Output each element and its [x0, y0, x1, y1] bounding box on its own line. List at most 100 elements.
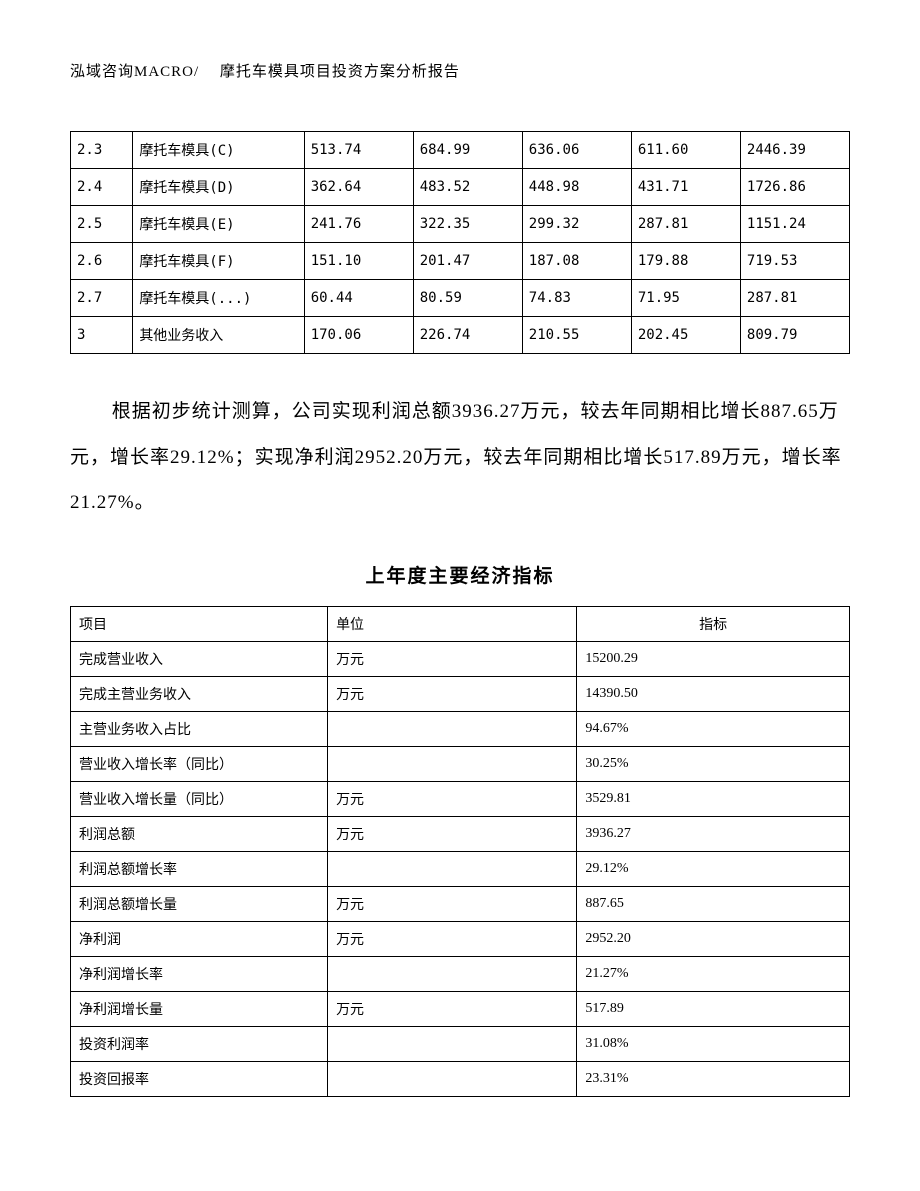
table-cell: 210.55	[522, 317, 631, 354]
table-cell: 主营业务收入占比	[71, 711, 328, 746]
table-cell: 万元	[328, 676, 577, 711]
table-cell: 201.47	[413, 243, 522, 280]
page-header: 泓域咨询MACRO/ 摩托车模具项目投资方案分析报告	[70, 60, 850, 81]
table-cell: 60.44	[304, 280, 413, 317]
table-cell	[328, 851, 577, 886]
table-cell: 483.52	[413, 169, 522, 206]
table-cell: 投资利润率	[71, 1026, 328, 1061]
table-cell: 71.95	[631, 280, 740, 317]
table-cell: 2446.39	[740, 132, 849, 169]
table-cell: 1151.24	[740, 206, 849, 243]
table-cell: 287.81	[740, 280, 849, 317]
header-indicator: 指标	[577, 606, 850, 641]
table-cell: 226.74	[413, 317, 522, 354]
table-cell	[328, 746, 577, 781]
table-cell: 2.3	[71, 132, 133, 169]
table-cell: 万元	[328, 641, 577, 676]
table-row: 3其他业务收入170.06226.74210.55202.45809.79	[71, 317, 850, 354]
table-cell: 3936.27	[577, 816, 850, 851]
table-cell	[328, 1061, 577, 1096]
table-cell: 170.06	[304, 317, 413, 354]
table-cell: 287.81	[631, 206, 740, 243]
table-row: 营业收入增长量（同比）万元3529.81	[71, 781, 850, 816]
table-row: 利润总额增长率29.12%	[71, 851, 850, 886]
table-cell: 利润总额增长率	[71, 851, 328, 886]
table-cell: 万元	[328, 816, 577, 851]
table-cell: 513.74	[304, 132, 413, 169]
table-cell: 241.76	[304, 206, 413, 243]
table-cell: 94.67%	[577, 711, 850, 746]
table-cell: 31.08%	[577, 1026, 850, 1061]
table-row: 净利润增长率 21.27%	[71, 956, 850, 991]
table-row: 2.6摩托车模具(F)151.10201.47187.08179.88719.5…	[71, 243, 850, 280]
section-title: 上年度主要经济指标	[70, 561, 850, 588]
table-cell: 299.32	[522, 206, 631, 243]
table-row: 2.7摩托车模具(...)60.4480.5974.8371.95287.81	[71, 280, 850, 317]
table-cell: 74.83	[522, 280, 631, 317]
table-row: 净利润增长量万元517.89	[71, 991, 850, 1026]
table-cell: 万元	[328, 991, 577, 1026]
table-cell: 利润总额增长量	[71, 886, 328, 921]
summary-paragraph: 根据初步统计测算，公司实现利润总额3936.27万元，较去年同期相比增长887.…	[70, 389, 850, 526]
table-row: 完成营业收入万元15200.29	[71, 641, 850, 676]
table-cell: 完成主营业务收入	[71, 676, 328, 711]
table-cell: 30.25%	[577, 746, 850, 781]
table-cell: 摩托车模具(F)	[133, 243, 304, 280]
economic-indicators-table: 项目 单位 指标 完成营业收入万元15200.29完成主营业务收入万元14390…	[70, 606, 850, 1097]
table-cell: 322.35	[413, 206, 522, 243]
table-cell: 887.65	[577, 886, 850, 921]
table-cell: 2.4	[71, 169, 133, 206]
table-cell: 2.5	[71, 206, 133, 243]
revenue-breakdown-table: 2.3摩托车模具(C)513.74684.99636.06611.602446.…	[70, 131, 850, 354]
header-unit: 单位	[328, 606, 577, 641]
table-cell: 448.98	[522, 169, 631, 206]
table-cell: 21.27%	[577, 956, 850, 991]
table-cell: 14390.50	[577, 676, 850, 711]
table-cell: 719.53	[740, 243, 849, 280]
table-cell: 1726.86	[740, 169, 849, 206]
table-cell: 净利润增长量	[71, 991, 328, 1026]
table-cell: 完成营业收入	[71, 641, 328, 676]
table-row: 2.5摩托车模具(E)241.76322.35299.32287.811151.…	[71, 206, 850, 243]
table-cell: 营业收入增长率（同比）	[71, 746, 328, 781]
table-row: 利润总额增长量万元887.65	[71, 886, 850, 921]
table-cell: 202.45	[631, 317, 740, 354]
table-cell: 636.06	[522, 132, 631, 169]
table-cell: 2952.20	[577, 921, 850, 956]
table-header-row: 项目 单位 指标	[71, 606, 850, 641]
table-cell: 179.88	[631, 243, 740, 280]
table-row: 净利润万元2952.20	[71, 921, 850, 956]
table-cell: 3	[71, 317, 133, 354]
table-row: 营业收入增长率（同比） 30.25%	[71, 746, 850, 781]
table-cell: 投资回报率	[71, 1061, 328, 1096]
header-project: 项目	[71, 606, 328, 641]
table-cell: 万元	[328, 781, 577, 816]
table-cell: 营业收入增长量（同比）	[71, 781, 328, 816]
table-cell: 611.60	[631, 132, 740, 169]
table-cell: 23.31%	[577, 1061, 850, 1096]
table-row: 投资利润率 31.08%	[71, 1026, 850, 1061]
table-row: 完成主营业务收入万元14390.50	[71, 676, 850, 711]
table-row: 投资回报率 23.31%	[71, 1061, 850, 1096]
table-cell: 151.10	[304, 243, 413, 280]
table-cell: 2.7	[71, 280, 133, 317]
table-cell: 摩托车模具(D)	[133, 169, 304, 206]
table-cell: 2.6	[71, 243, 133, 280]
table-row: 2.3摩托车模具(C)513.74684.99636.06611.602446.…	[71, 132, 850, 169]
table-cell: 万元	[328, 921, 577, 956]
table-cell: 362.64	[304, 169, 413, 206]
table-cell: 517.89	[577, 991, 850, 1026]
table-row: 主营业务收入占比 94.67%	[71, 711, 850, 746]
table-cell: 万元	[328, 886, 577, 921]
table-cell	[328, 956, 577, 991]
table-cell: 15200.29	[577, 641, 850, 676]
table-cell: 净利润	[71, 921, 328, 956]
table-cell: 80.59	[413, 280, 522, 317]
table-cell: 净利润增长率	[71, 956, 328, 991]
table-cell: 431.71	[631, 169, 740, 206]
table-cell: 187.08	[522, 243, 631, 280]
table-cell	[328, 711, 577, 746]
table-cell: 3529.81	[577, 781, 850, 816]
table-cell	[328, 1026, 577, 1061]
table-row: 2.4摩托车模具(D)362.64483.52448.98431.711726.…	[71, 169, 850, 206]
